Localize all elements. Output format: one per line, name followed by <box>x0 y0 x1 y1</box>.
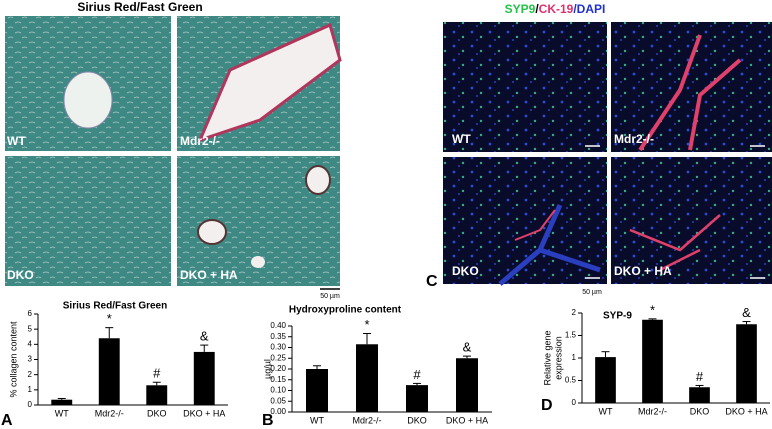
micrograph <box>611 22 772 152</box>
bar <box>642 319 663 403</box>
x-tick-label: Mdr2-/- <box>638 406 667 416</box>
bar <box>193 351 215 405</box>
y-tick-label: 2 <box>572 308 577 317</box>
y-tick-label: 1 <box>572 353 577 362</box>
title-part: CK-19 <box>539 2 574 16</box>
bar <box>689 387 710 403</box>
significance: & <box>200 329 209 344</box>
significance: & <box>742 305 751 320</box>
significance: * <box>107 311 112 326</box>
title-part: / <box>535 2 539 16</box>
y-tick-label: 2 <box>28 370 33 379</box>
title-part: SYP9 <box>505 2 536 16</box>
panel-title: Sirius Red/Fast Green <box>77 0 202 14</box>
y-axis-label: % collagen content <box>8 321 18 398</box>
panel-title: SYP9/CK-19/DAPI <box>505 2 606 16</box>
panel-letter: A <box>1 412 13 429</box>
y-axis-label: Relative gene <box>542 330 552 385</box>
significance: # <box>413 367 421 382</box>
x-tick-label: Mdr2-/- <box>95 408 124 418</box>
vessel <box>305 165 331 195</box>
image-label: DKO + HA <box>180 268 238 282</box>
significance: * <box>650 302 655 317</box>
y-tick-label: 0 <box>28 400 33 409</box>
y-tick-label: 0.20 <box>270 364 286 373</box>
y-tick-label: 0.10 <box>270 386 286 395</box>
x-tick-label: DKO <box>147 408 167 418</box>
bar <box>98 338 120 405</box>
bar <box>736 324 757 403</box>
y-tick-label: 0.40 <box>270 321 286 330</box>
image-label: DKO <box>452 264 479 278</box>
y-tick-label: 1 <box>28 385 33 394</box>
y-tick-label: 0.00 <box>270 407 286 416</box>
vessel <box>197 22 342 143</box>
y-tick-label: 0.05 <box>270 396 286 405</box>
x-tick-label: DKO <box>407 415 427 425</box>
ductule <box>514 209 556 241</box>
bar <box>306 369 328 412</box>
bar <box>406 385 428 412</box>
panel-letter: B <box>262 412 274 429</box>
x-tick-label: WT <box>310 415 324 425</box>
vessel <box>251 256 265 268</box>
x-tick-label: DKO <box>690 406 710 416</box>
x-tick-label: DKO + HA <box>446 415 488 425</box>
chart-title: Sirius Red/Fast Green <box>63 301 167 312</box>
ductule <box>629 214 721 272</box>
image-label: Mdr2-/- <box>180 134 220 148</box>
y-tick-label: 0.35 <box>270 332 286 341</box>
y-tick-label: 0.5 <box>565 376 577 385</box>
y-tick-label: 5 <box>28 324 33 333</box>
y-tick-label: 0.15 <box>270 375 286 384</box>
scale-label: 50 µm <box>582 289 602 296</box>
y-tick-label: 0.30 <box>270 343 286 352</box>
y-tick-label: 6 <box>28 309 33 318</box>
x-tick-label: WT <box>55 408 69 418</box>
bar <box>456 358 478 412</box>
significance: & <box>463 340 472 355</box>
scale-label: 50 µm <box>320 293 340 300</box>
bar <box>51 399 73 405</box>
image-label: Mdr2-/- <box>614 132 654 146</box>
vessel <box>197 219 227 245</box>
significance: * <box>364 317 369 332</box>
vessel <box>498 203 601 286</box>
significance: # <box>153 366 161 381</box>
chart-title: SYP-9 <box>603 311 632 322</box>
bar <box>146 385 168 405</box>
y-tick-label: 3 <box>28 355 33 364</box>
x-tick-label: WT <box>599 406 613 416</box>
y-tick-label: 0 <box>572 398 577 407</box>
image-label: WT <box>7 134 26 148</box>
x-tick-label: DKO + HA <box>183 408 225 418</box>
x-tick-label: Mdr2-/- <box>353 415 382 425</box>
y-axis-label: expression <box>553 336 563 380</box>
image-label: DKO <box>7 268 34 282</box>
image-label: WT <box>452 132 471 146</box>
y-tick-label: 1.5 <box>565 331 577 340</box>
y-tick-label: 4 <box>28 339 33 348</box>
x-tick-label: DKO + HA <box>725 406 767 416</box>
vessel <box>63 71 113 129</box>
y-tick-label: 0.25 <box>270 353 286 362</box>
ductule <box>638 34 742 152</box>
micrograph <box>443 22 607 152</box>
significance: # <box>696 369 704 384</box>
micrograph <box>5 156 171 286</box>
chart-title: Hydroxyproline content <box>289 305 402 316</box>
micrograph <box>611 157 772 284</box>
y-axis-label: µg/µl <box>262 359 272 379</box>
bar <box>595 357 616 403</box>
panel-letter: C <box>426 273 438 290</box>
panel-letter: D <box>541 397 553 414</box>
image-label: DKO + HA <box>614 264 672 278</box>
title-part: /DAPI <box>573 2 605 16</box>
bar <box>356 344 378 412</box>
